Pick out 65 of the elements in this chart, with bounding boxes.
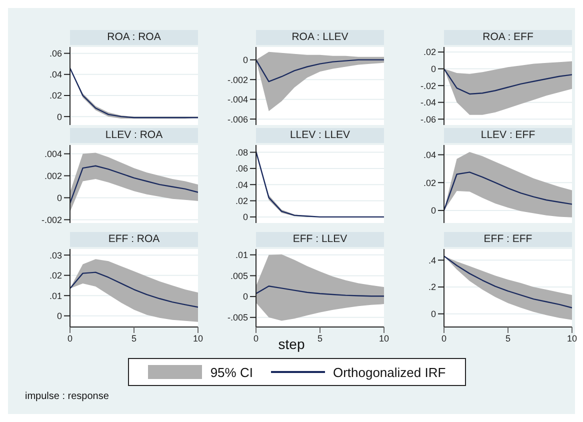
y-tick-label: 0 (56, 192, 62, 203)
y-tick-label: 0 (56, 311, 62, 322)
line-series (256, 59, 384, 82)
y-tick-label: .08 (235, 147, 248, 158)
y-tick-label: .04 (235, 180, 248, 190)
chart-title: LLEV : ROA (70, 128, 198, 143)
x-tick-label: 5 (505, 333, 511, 344)
y-tick-label: 0 (430, 206, 436, 216)
y-tick-label: -.004 (227, 94, 248, 105)
y-tick-label: .2 (428, 282, 436, 292)
y-tick-label: -.002 (41, 214, 62, 225)
x-tick-label: 0 (253, 333, 259, 344)
y-tick-label: .02 (49, 270, 62, 281)
y-tick-label: -.06 (420, 114, 436, 124)
legend-label: Orthogonalized IRF (332, 364, 446, 380)
y-tick-label: .04 (49, 70, 62, 80)
y-tick-label: .005 (230, 270, 248, 281)
line-series (444, 256, 572, 308)
y-tick-label: .02 (423, 47, 436, 58)
line-series (70, 272, 198, 308)
x-tick-label: 5 (317, 333, 323, 344)
y-tick-label: -.02 (420, 80, 436, 91)
y-tick-label: 0 (242, 292, 248, 302)
y-tick-label: 0 (242, 55, 248, 66)
chart-title: LLEV : EFF (444, 128, 572, 143)
y-tick-label: .004 (44, 148, 62, 159)
y-tick-label: .02 (423, 178, 436, 188)
line-series (70, 165, 198, 204)
y-tick-label: -.005 (227, 312, 248, 323)
chart-title: EFF : LLEV (256, 232, 384, 247)
text: impulse : response (25, 391, 109, 402)
y-tick-label: .04 (423, 150, 436, 160)
y-tick-label: .4 (428, 255, 436, 266)
line-series (256, 286, 384, 297)
y-tick-label: -.002 (227, 74, 248, 85)
y-tick-label: 0 (56, 112, 62, 122)
x-tick-label: 0 (441, 333, 447, 344)
chart-title: ROA : LLEV (256, 30, 384, 45)
y-tick-label: -.04 (420, 98, 436, 108)
x-tick-label: 0 (67, 333, 73, 344)
x-tick-label: 5 (131, 333, 137, 344)
y-tick-label: .01 (235, 250, 248, 260)
y-tick-label: 0 (242, 212, 248, 222)
chart-title: EFF : ROA (70, 232, 198, 247)
y-tick-label: .01 (49, 290, 62, 301)
y-tick-label: .02 (235, 196, 248, 206)
line-series (444, 68, 572, 95)
y-tick-label: .03 (49, 250, 62, 260)
chart-title: LLEV : LLEV (256, 128, 384, 143)
legend-title: 95% CI (210, 364, 253, 380)
chart-title: ROA : EFF (444, 30, 572, 45)
x-tick-label: 10 (378, 333, 390, 344)
x-tick-label: 10 (192, 333, 204, 344)
y-tick-label: 0 (430, 309, 436, 320)
line-series (444, 172, 572, 212)
y-tick-label: -.006 (227, 114, 248, 124)
y-tick-label: .02 (49, 90, 62, 101)
x-tick-label: 10 (566, 333, 578, 344)
chart-title: ROA : ROA (70, 30, 198, 45)
y-tick-label: .06 (235, 164, 248, 174)
x-axis-title: step (278, 336, 305, 352)
y-tick-label: .06 (49, 48, 62, 59)
y-tick-label: .002 (44, 170, 62, 181)
chart-title: EFF : EFF (444, 232, 572, 247)
y-tick-label: 0 (430, 64, 436, 74)
